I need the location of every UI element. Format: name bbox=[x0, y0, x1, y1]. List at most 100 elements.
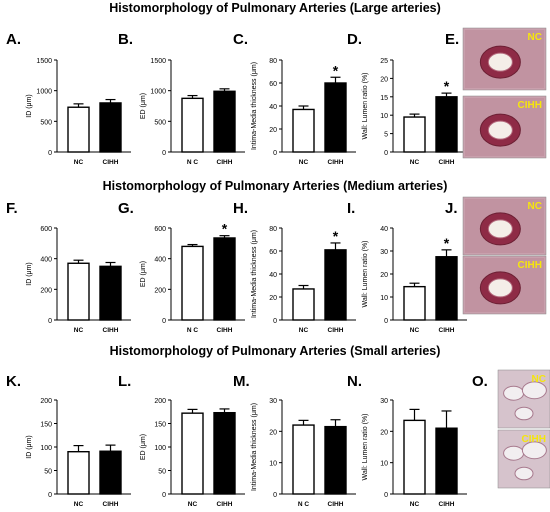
panel-letter: F. bbox=[6, 200, 18, 217]
category-label: N C bbox=[187, 327, 199, 334]
y-tick-label: 0 bbox=[48, 318, 52, 325]
y-tick-label: 50 bbox=[44, 469, 52, 476]
bar-cihh bbox=[99, 102, 122, 153]
y-tick-label: 30 bbox=[380, 249, 388, 256]
y-tick-label: 200 bbox=[154, 287, 166, 294]
category-label: NC bbox=[188, 501, 198, 508]
significance-star: * bbox=[222, 221, 228, 237]
significance-star: * bbox=[444, 235, 450, 251]
bar-cihh bbox=[435, 96, 458, 153]
category-label: NC bbox=[74, 501, 84, 508]
panel-letter: E. bbox=[445, 31, 459, 48]
panel-letter: K. bbox=[6, 373, 21, 390]
alveolus-shape bbox=[503, 445, 525, 461]
y-tick-label: 500 bbox=[40, 119, 52, 126]
bar-nc bbox=[292, 108, 315, 153]
panel-letter: L. bbox=[118, 373, 131, 390]
alveolus-shape bbox=[514, 406, 534, 421]
category-label: NC bbox=[299, 327, 309, 334]
y-tick-label: 0 bbox=[384, 318, 388, 325]
y-tick-label: 20 bbox=[380, 76, 388, 83]
category-label: CIHH bbox=[439, 327, 455, 334]
bar-cihh bbox=[435, 427, 458, 495]
bar-nc bbox=[292, 424, 315, 495]
y-axis-label: Wall: Lumen ratio (%) bbox=[362, 413, 369, 480]
panel-letter: G. bbox=[118, 200, 134, 217]
y-tick-label: 80 bbox=[269, 58, 277, 65]
category-label: CIHH bbox=[328, 501, 344, 508]
y-tick-label: 0 bbox=[162, 150, 166, 157]
bar-cihh bbox=[99, 450, 122, 495]
category-label: N C bbox=[298, 501, 310, 508]
alveolus-shape bbox=[521, 441, 547, 460]
category-label: NC bbox=[74, 159, 84, 166]
panel-letter: N. bbox=[347, 373, 362, 390]
category-label: NC bbox=[410, 159, 420, 166]
bar-cihh bbox=[324, 249, 347, 321]
bar-nc bbox=[403, 285, 426, 321]
y-tick-label: 1500 bbox=[150, 58, 166, 65]
y-tick-label: 20 bbox=[269, 127, 277, 134]
y-tick-label: 40 bbox=[269, 272, 277, 279]
y-axis-label: ED (μm) bbox=[140, 261, 147, 287]
artery-lumen bbox=[487, 52, 513, 72]
y-tick-label: 0 bbox=[273, 492, 277, 499]
y-tick-label: 25 bbox=[380, 58, 388, 65]
y-axis-label: ID (μm) bbox=[26, 94, 33, 117]
significance-star: * bbox=[444, 78, 450, 94]
category-label: CIHH bbox=[103, 501, 119, 508]
y-tick-label: 0 bbox=[48, 492, 52, 499]
panel-letter: H. bbox=[233, 200, 248, 217]
micrograph-label: CIHH bbox=[522, 434, 546, 445]
bar-nc bbox=[181, 412, 204, 495]
y-axis-label: Intima-Media thickness (μm) bbox=[251, 230, 258, 318]
alveolus-shape bbox=[521, 381, 547, 400]
y-tick-label: 20 bbox=[380, 272, 388, 279]
bar-cihh bbox=[213, 90, 236, 153]
y-axis-label: ED (μm) bbox=[140, 93, 147, 119]
y-tick-label: 0 bbox=[273, 318, 277, 325]
y-tick-label: 0 bbox=[384, 150, 388, 157]
y-tick-label: 60 bbox=[269, 249, 277, 256]
y-tick-label: 10 bbox=[380, 461, 388, 468]
y-axis-label: ID (μm) bbox=[26, 435, 33, 458]
y-tick-label: 10 bbox=[380, 295, 388, 302]
bar-nc bbox=[292, 288, 315, 321]
bar-cihh bbox=[99, 265, 122, 321]
section-title: Histomorphology of Pulmonary Arteries (M… bbox=[103, 179, 448, 193]
category-label: CIHH bbox=[217, 501, 233, 508]
y-tick-label: 80 bbox=[269, 226, 277, 233]
y-axis-label: Wall: Lumen ratio (%) bbox=[362, 240, 369, 307]
significance-star: * bbox=[333, 228, 339, 244]
y-tick-label: 200 bbox=[154, 398, 166, 405]
alveolus-shape bbox=[514, 466, 534, 481]
y-tick-label: 0 bbox=[162, 492, 166, 499]
y-axis-label: Wall: Lumen ratio (%) bbox=[362, 72, 369, 139]
category-label: CIHH bbox=[328, 327, 344, 334]
y-tick-label: 150 bbox=[154, 422, 166, 429]
bar-nc bbox=[181, 97, 204, 153]
artery-lumen bbox=[487, 278, 513, 298]
panel-letter: O. bbox=[472, 373, 488, 390]
bar-nc bbox=[67, 262, 90, 321]
artery-lumen bbox=[487, 219, 513, 239]
y-tick-label: 0 bbox=[162, 318, 166, 325]
y-tick-label: 0 bbox=[273, 150, 277, 157]
y-tick-label: 20 bbox=[380, 429, 388, 436]
alveolus-shape bbox=[503, 385, 525, 401]
y-axis-label: Intima-Media thickness (μm) bbox=[251, 62, 258, 150]
y-tick-label: 20 bbox=[269, 429, 277, 436]
panel-letter: C. bbox=[233, 31, 248, 48]
y-tick-label: 500 bbox=[154, 119, 166, 126]
y-tick-label: 40 bbox=[380, 226, 388, 233]
y-tick-label: 10 bbox=[380, 113, 388, 120]
y-tick-label: 100 bbox=[154, 445, 166, 452]
y-tick-label: 400 bbox=[154, 257, 166, 264]
category-label: NC bbox=[74, 327, 84, 334]
significance-star: * bbox=[333, 62, 339, 78]
bar-nc bbox=[67, 451, 90, 495]
category-label: CIHH bbox=[439, 501, 455, 508]
y-tick-label: 400 bbox=[40, 257, 52, 264]
micrograph-label: CIHH bbox=[518, 100, 542, 111]
panel-letter: D. bbox=[347, 31, 362, 48]
